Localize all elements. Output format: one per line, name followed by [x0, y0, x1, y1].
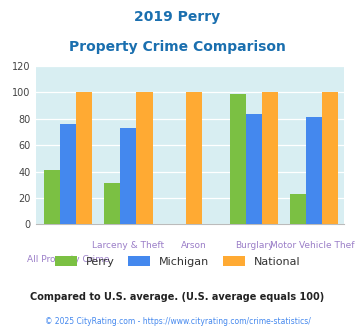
Legend: Perry, Michigan, National: Perry, Michigan, National	[55, 256, 300, 267]
Bar	[230, 94, 246, 224]
Bar	[136, 92, 153, 224]
Bar	[322, 92, 338, 224]
Text: Burglary: Burglary	[235, 241, 273, 250]
Text: Larceny & Theft: Larceny & Theft	[92, 241, 164, 250]
Bar	[120, 128, 136, 224]
Bar	[262, 92, 278, 224]
Text: Arson: Arson	[181, 241, 207, 250]
Bar	[104, 183, 120, 224]
Bar	[44, 170, 60, 224]
Text: 2019 Perry: 2019 Perry	[135, 10, 220, 24]
Text: Compared to U.S. average. (U.S. average equals 100): Compared to U.S. average. (U.S. average …	[31, 292, 324, 302]
Bar	[76, 92, 92, 224]
Bar	[306, 117, 322, 224]
Bar	[60, 124, 76, 224]
Bar	[290, 194, 306, 224]
Bar	[246, 114, 262, 224]
Text: © 2025 CityRating.com - https://www.cityrating.com/crime-statistics/: © 2025 CityRating.com - https://www.city…	[45, 317, 310, 326]
Text: Motor Vehicle Theft: Motor Vehicle Theft	[270, 241, 355, 250]
Text: All Property Crime: All Property Crime	[27, 255, 109, 264]
Bar	[186, 92, 202, 224]
Text: Property Crime Comparison: Property Crime Comparison	[69, 40, 286, 53]
